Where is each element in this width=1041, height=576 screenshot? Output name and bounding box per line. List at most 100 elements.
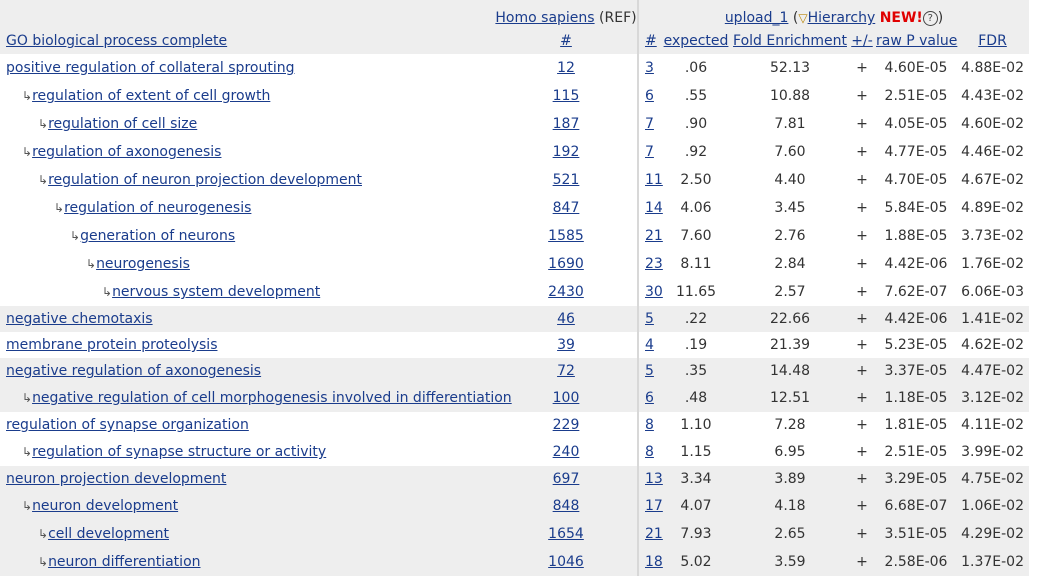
ref-count-link[interactable]: 848 (552, 498, 580, 514)
plus-minus-cell: + (848, 548, 876, 576)
sort-plusminus-link[interactable]: +/- (851, 33, 873, 49)
child-arrow-icon: ↳ (22, 89, 33, 103)
ref-count-link[interactable]: 697 (552, 471, 580, 487)
sort-fdr-link[interactable]: FDR (978, 33, 1007, 49)
go-term-link[interactable]: regulation of neuron projection developm… (48, 172, 362, 188)
count-link[interactable]: 14 (645, 200, 663, 216)
go-term-link[interactable]: negative regulation of axonogenesis (6, 363, 262, 379)
table-row: ↳regulation of axonogenesis 192 7 .92 7.60 +4… (0, 138, 1030, 166)
count-link[interactable]: 4 (645, 337, 654, 353)
fdr-cell: 4.43E-02 (956, 82, 1030, 110)
plus-minus-cell: + (848, 412, 876, 438)
go-term-link[interactable]: regulation of cell size (48, 116, 198, 132)
count-link[interactable]: 11 (645, 172, 663, 188)
term-cell: ↳neurogenesis (0, 250, 495, 278)
sort-expected-link[interactable]: expected (663, 33, 729, 49)
raw-p-value-cell: 4.77E-05 (876, 138, 956, 166)
count-link[interactable]: 17 (645, 498, 663, 514)
fdr-cell: 1.37E-02 (956, 548, 1030, 576)
ref-count-link[interactable]: 100 (552, 390, 580, 406)
fold-enrichment-cell: 2.84 (732, 250, 848, 278)
organism-link[interactable]: Homo sapiens (495, 10, 595, 26)
count-link[interactable]: 5 (645, 363, 654, 379)
plus-minus-cell: + (848, 278, 876, 306)
go-term-link[interactable]: regulation of extent of cell growth (32, 88, 271, 104)
sort-ref-count-link[interactable]: # (560, 33, 572, 49)
sort-raw-p-link[interactable]: raw P value (876, 33, 958, 49)
go-term-link[interactable]: regulation of synapse structure or activ… (32, 444, 327, 460)
count-link[interactable]: 21 (645, 228, 663, 244)
count-link[interactable]: 30 (645, 284, 663, 300)
go-term-link[interactable]: regulation of neurogenesis (64, 200, 252, 216)
help-icon[interactable]: ? (922, 11, 938, 26)
count-link[interactable]: 23 (645, 256, 663, 272)
raw-p-value-cell: 4.60E-05 (876, 54, 956, 82)
ref-count-cell: 1046 (495, 548, 638, 576)
go-term-link[interactable]: negative regulation of cell morphogenesi… (32, 390, 512, 406)
go-term-link[interactable]: neuron projection development (6, 471, 227, 487)
term-cell: ↳cell development (0, 520, 495, 548)
ref-count-link[interactable]: 1690 (548, 256, 584, 272)
count-link[interactable]: 18 (645, 554, 663, 570)
fdr-cell: 4.75E-02 (956, 466, 1030, 492)
count-cell: 23 (637, 250, 663, 278)
ref-count-link[interactable]: 1585 (548, 228, 584, 244)
ref-count-link[interactable]: 187 (552, 116, 580, 132)
go-term-link[interactable]: neuron differentiation (48, 554, 201, 570)
count-link[interactable]: 21 (645, 526, 663, 542)
fold-enrichment-cell: 10.88 (732, 82, 848, 110)
table-row: ↳neurogenesis 1690 23 8.11 2.84 +4.42E-06 1.76… (0, 250, 1030, 278)
ref-count-link[interactable]: 229 (552, 417, 580, 433)
expected-cell: .55 (660, 82, 732, 110)
count-link[interactable]: 3 (645, 60, 654, 76)
ref-count-link[interactable]: 39 (557, 337, 575, 353)
upload-link[interactable]: upload_1 (724, 10, 789, 26)
ref-count-link[interactable]: 847 (552, 200, 580, 216)
expected-cell: .92 (660, 138, 732, 166)
go-term-link[interactable]: regulation of synapse organization (6, 417, 249, 433)
go-term-link[interactable]: cell development (48, 526, 169, 542)
ref-count-link[interactable]: 46 (557, 311, 575, 327)
count-link[interactable]: 8 (645, 417, 654, 433)
sort-term-link[interactable]: GO biological process complete (6, 33, 228, 49)
fdr-cell: 6.06E-03 (956, 278, 1030, 306)
go-term-link[interactable]: negative chemotaxis (6, 311, 153, 327)
hierarchy-link[interactable]: Hierarchy (807, 10, 876, 26)
expected-cell: .19 (660, 332, 732, 358)
go-term-link[interactable]: nervous system development (112, 284, 321, 300)
sort-fold-link[interactable]: Fold Enrichment (733, 33, 847, 49)
count-cell: 8 (637, 412, 660, 438)
count-link[interactable]: 7 (645, 144, 654, 160)
ref-count-link[interactable]: 115 (552, 88, 580, 104)
count-link[interactable]: 5 (645, 311, 654, 327)
go-term-link[interactable]: generation of neurons (80, 228, 236, 244)
go-term-link[interactable]: membrane protein proteolysis (6, 337, 218, 353)
ref-count-cell: 240 (495, 438, 638, 466)
ref-count-link[interactable]: 1654 (548, 526, 584, 542)
ref-count-cell: 46 (495, 306, 638, 332)
ref-count-link[interactable]: 12 (557, 60, 575, 76)
ref-count-link[interactable]: 2430 (548, 284, 584, 300)
term-cell: ↳neuron development (0, 492, 495, 520)
go-term-link[interactable]: positive regulation of collateral sprout… (6, 60, 295, 76)
ref-count-link[interactable]: 72 (557, 363, 575, 379)
ref-count-link[interactable]: 240 (552, 444, 580, 460)
ref-count-link[interactable]: 521 (552, 172, 580, 188)
count-link[interactable]: 7 (645, 116, 654, 132)
raw-p-value-cell: 4.05E-05 (876, 110, 956, 138)
count-link[interactable]: 6 (645, 390, 654, 406)
count-link[interactable]: 13 (645, 471, 663, 487)
ref-count-cell: 229 (495, 412, 638, 438)
go-term-link[interactable]: neurogenesis (96, 256, 190, 272)
go-term-link[interactable]: neuron development (32, 498, 179, 514)
ref-count-link[interactable]: 192 (552, 144, 580, 160)
sort-count-link[interactable]: # (645, 33, 657, 49)
term-cell: ↳negative regulation of cell morphogenes… (0, 384, 512, 412)
count-link[interactable]: 8 (645, 444, 654, 460)
count-link[interactable]: 6 (645, 88, 654, 104)
fold-enrichment-cell: 3.45 (732, 194, 848, 222)
ref-count-link[interactable]: 1046 (548, 554, 584, 570)
fold-enrichment-cell: 22.66 (732, 306, 848, 332)
fdr-cell: 4.67E-02 (956, 166, 1030, 194)
go-term-link[interactable]: regulation of axonogenesis (32, 144, 222, 160)
